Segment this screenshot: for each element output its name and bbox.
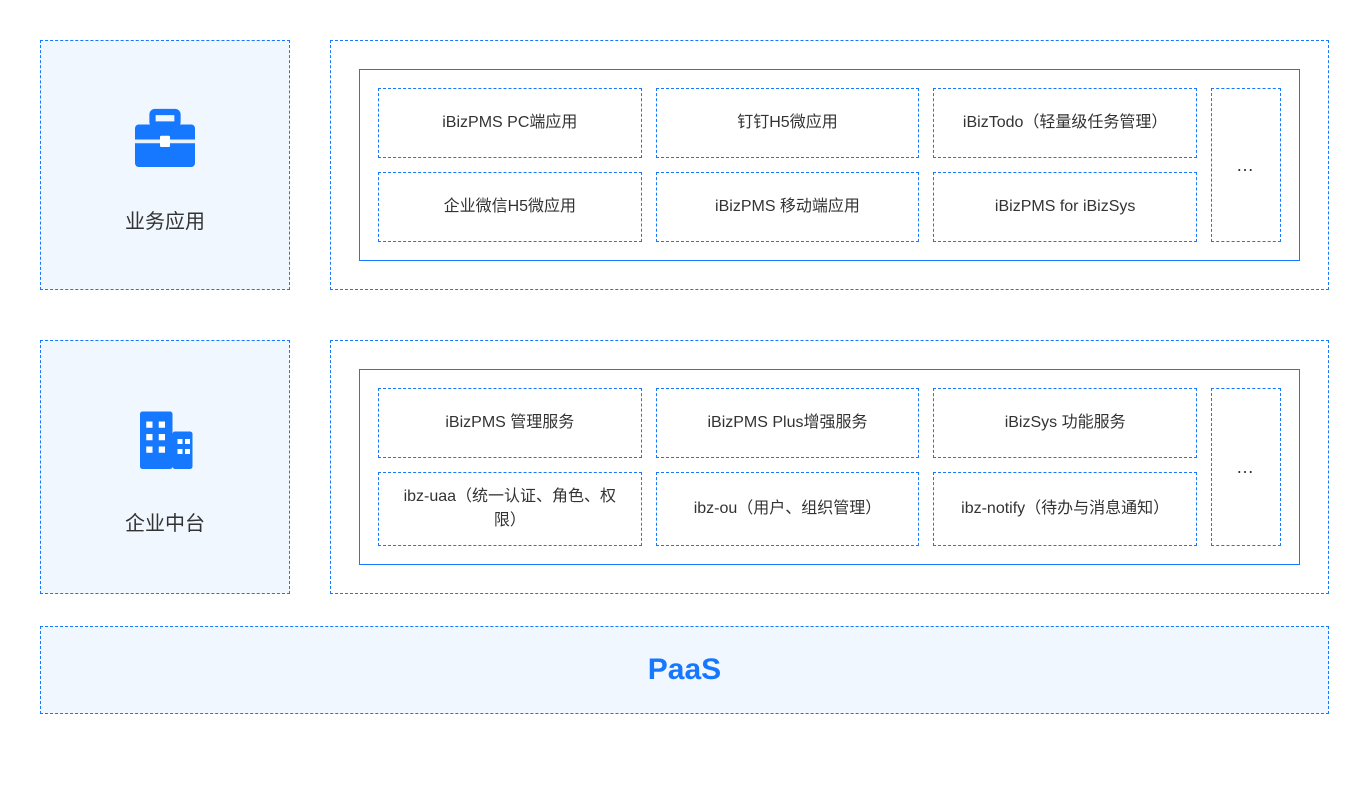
ellipsis-cell: … — [1211, 88, 1281, 242]
enterprise-panel: iBizPMS 管理服务 iBizPMS Plus增强服务 iBizSys 功能… — [330, 340, 1329, 594]
app-cell: iBizPMS PC端应用 — [378, 88, 642, 158]
service-cell: ibz-ou（用户、组织管理） — [656, 472, 920, 546]
business-app-card: 业务应用 — [40, 40, 290, 290]
app-cell: iBizPMS for iBizSys — [933, 172, 1197, 242]
enterprise-grid: iBizPMS 管理服务 iBizPMS Plus增强服务 iBizSys 功能… — [378, 388, 1197, 546]
business-app-label: 业务应用 — [125, 205, 205, 234]
paas-label: PaaS — [648, 653, 721, 687]
app-cell: 企业微信H5微应用 — [378, 172, 642, 242]
service-cell: iBizPMS Plus增强服务 — [656, 388, 920, 458]
service-cell: iBizSys 功能服务 — [933, 388, 1197, 458]
layer-enterprise-middleware: 企业中台 iBizPMS 管理服务 iBizPMS Plus增强服务 iBizS… — [40, 340, 1329, 594]
app-cell: iBizPMS 移动端应用 — [656, 172, 920, 242]
business-app-grid-wrap: iBizPMS PC端应用 钉钉H5微应用 iBizTodo（轻量级任务管理） … — [378, 88, 1281, 242]
layer-business-app: 业务应用 iBizPMS PC端应用 钉钉H5微应用 iBizTodo（轻量级任… — [40, 40, 1329, 290]
ellipsis-cell: … — [1211, 388, 1281, 546]
service-cell: ibz-notify（待办与消息通知） — [933, 472, 1197, 546]
building-icon — [125, 399, 205, 479]
app-cell: 钉钉H5微应用 — [656, 88, 920, 158]
architecture-diagram: 业务应用 iBizPMS PC端应用 钉钉H5微应用 iBizTodo（轻量级任… — [40, 40, 1329, 714]
enterprise-grid-wrap: iBizPMS 管理服务 iBizPMS Plus增强服务 iBizSys 功能… — [378, 388, 1281, 546]
business-app-grid: iBizPMS PC端应用 钉钉H5微应用 iBizTodo（轻量级任务管理） … — [378, 88, 1197, 242]
enterprise-card: 企业中台 — [40, 340, 290, 594]
upper-layers: 业务应用 iBizPMS PC端应用 钉钉H5微应用 iBizTodo（轻量级任… — [40, 40, 1329, 594]
business-app-panel: iBizPMS PC端应用 钉钉H5微应用 iBizTodo（轻量级任务管理） … — [330, 40, 1329, 290]
app-cell: iBizTodo（轻量级任务管理） — [933, 88, 1197, 158]
business-app-inner: iBizPMS PC端应用 钉钉H5微应用 iBizTodo（轻量级任务管理） … — [359, 69, 1300, 261]
paas-layer: PaaS — [40, 626, 1329, 714]
service-cell: iBizPMS 管理服务 — [378, 388, 642, 458]
briefcase-icon — [125, 97, 205, 177]
service-cell: ibz-uaa（统一认证、角色、权限） — [378, 472, 642, 546]
enterprise-inner: iBizPMS 管理服务 iBizPMS Plus增强服务 iBizSys 功能… — [359, 369, 1300, 565]
enterprise-label: 企业中台 — [125, 507, 205, 536]
